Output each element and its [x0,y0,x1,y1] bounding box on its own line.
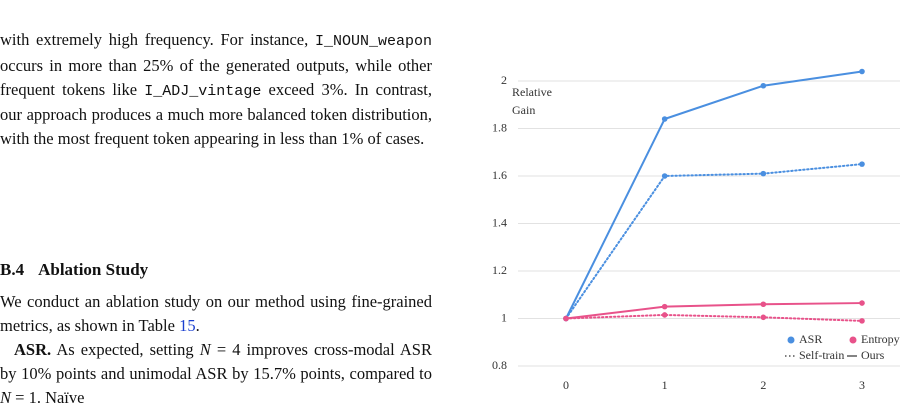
reference-link[interactable]: 15 [179,315,196,335]
data-point [859,161,865,167]
data-point [859,318,865,324]
heading-number: B.4 [0,260,25,279]
text-run: I_ADJ_vintage [144,82,262,100]
text-run: N [199,340,211,359]
y-tick-label: 1.6 [492,168,507,182]
x-tick-label: 2 [760,378,766,392]
legend-marker [849,336,857,344]
text-run: We conduct an ablation study on our meth… [0,292,432,335]
chart: 0.8 1 1.2 1.4 1.6 1.8 2 0 1 2 3 Relative Gain ASR Entr… [492,68,900,392]
y-tick-label: 1 [501,310,507,324]
legend-label: Ours [861,348,885,362]
x-tick-label: 1 [662,378,668,392]
data-point [859,300,865,306]
section-heading: B.4 Ablation Study [0,258,432,282]
data-line [565,313,863,322]
text-run: occurs in more than 25% of the generated… [0,55,432,99]
legend-label: ASR [799,332,822,346]
data-line [565,302,863,320]
text-run: exceed 3%. In contrast, our approach pro… [0,79,433,149]
paragraph: ASR. As expected, setting N = 4 improves… [0,338,432,409]
heading-title: Ablation Study [38,260,149,279]
paragraph: with extremely high frequency. For insta… [0,28,432,151]
data-point [760,301,767,308]
text-run: = 4 improves cross-modal ASR by 10% poin… [0,340,432,383]
data-point [760,314,767,321]
y-tick-label: 1.8 [492,120,507,134]
x-tick-label: 3 [859,378,865,392]
y-tick-label: 1.2 [492,263,507,277]
x-tick-label: 0 [563,378,569,392]
data-point [661,312,668,318]
y-tick-label: 2 [501,73,507,87]
text-run: = 1. Naïve [11,387,85,407]
legend-marker [787,336,795,344]
y-axis-label: Gain [512,103,535,117]
data-point [760,82,767,89]
text-run: . [195,315,200,335]
y-tick-label: 0.8 [492,358,507,372]
y-axis-label: Relative [512,85,552,99]
paragraph: We conduct an ablation study on our meth… [0,290,432,338]
data-line [565,70,863,320]
data-point [661,173,668,179]
y-tick-label: 1.4 [492,215,507,229]
text-run: As expected, setting [51,340,200,359]
text-run: I_NOUN_weapon [314,33,432,50]
data-point [563,315,569,322]
data-point [661,116,668,122]
data-point [661,303,668,310]
data-point [760,170,767,177]
legend-label: Entropy [861,332,900,346]
text-run: ASR. [14,340,52,359]
text-run: N [0,387,12,407]
data-point [859,68,865,75]
data-line [565,163,863,320]
text-run: with extremely high frequency. For insta… [0,30,315,49]
legend-label: Self-train [799,348,844,362]
